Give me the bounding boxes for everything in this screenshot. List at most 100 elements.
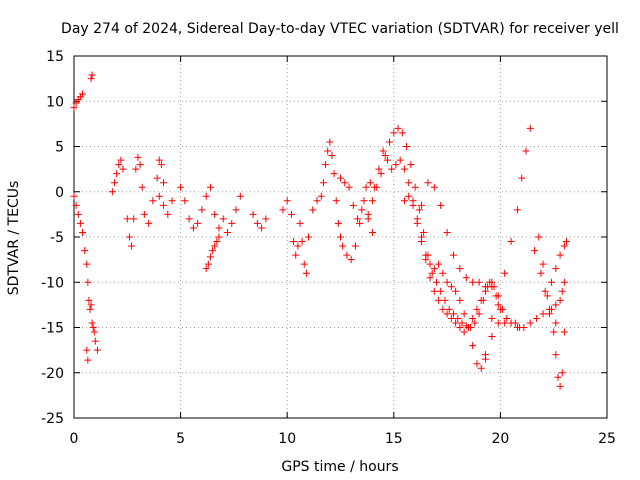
- data-point: [79, 90, 87, 98]
- data-point: [539, 260, 547, 268]
- data-point: [249, 210, 257, 218]
- data-point: [296, 219, 304, 227]
- data-point: [375, 165, 383, 173]
- data-point: [481, 283, 489, 291]
- data-point: [556, 382, 564, 390]
- data-point: [351, 242, 359, 250]
- data-point: [157, 161, 165, 169]
- data-point: [181, 197, 189, 205]
- series-trace-20h-climb: [481, 124, 534, 363]
- data-point: [501, 269, 509, 277]
- data-point: [456, 265, 464, 273]
- data-point: [232, 206, 240, 214]
- data-point: [202, 265, 210, 273]
- data-point: [377, 170, 385, 178]
- data-point: [424, 251, 432, 259]
- data-point: [111, 179, 119, 187]
- x-tick-label: 25: [598, 431, 616, 447]
- data-point: [562, 238, 570, 246]
- y-tick-label: -25: [41, 411, 64, 427]
- series-trace-7h: [224, 192, 244, 236]
- y-tick-label: -5: [50, 230, 64, 246]
- data-point: [70, 104, 78, 112]
- data-point: [177, 183, 185, 191]
- data-point: [209, 247, 217, 255]
- data-point: [443, 310, 451, 318]
- series-trace-2h: [108, 153, 168, 250]
- series-trace-21h: [531, 233, 568, 327]
- data-point: [313, 197, 321, 205]
- data-point: [155, 192, 163, 200]
- data-point: [415, 206, 423, 214]
- data-point: [522, 147, 530, 155]
- data-point: [469, 342, 477, 350]
- data-point: [422, 256, 430, 264]
- data-point: [428, 269, 436, 277]
- data-point: [443, 228, 451, 236]
- data-point: [533, 314, 541, 322]
- data-point: [345, 183, 353, 191]
- data-point: [119, 165, 127, 173]
- series-trace-early-rise: [70, 90, 87, 112]
- data-point: [405, 192, 413, 200]
- series-trace-17h: [418, 179, 496, 291]
- data-point: [556, 296, 564, 304]
- data-points: [70, 71, 570, 390]
- data-point: [541, 287, 549, 295]
- data-point: [88, 319, 96, 327]
- data-point: [513, 324, 521, 331]
- series-trace-early-drop: [70, 192, 101, 354]
- data-point: [545, 310, 553, 318]
- data-point: [554, 373, 562, 381]
- data-point: [407, 161, 415, 169]
- data-point: [343, 251, 351, 259]
- data-point: [552, 265, 560, 273]
- data-point: [74, 210, 82, 218]
- data-point: [279, 206, 287, 214]
- data-point: [309, 206, 317, 214]
- y-tick-label: 15: [46, 49, 64, 65]
- y-axis-label: SDTVAR / TECUs: [6, 181, 22, 296]
- data-point: [294, 242, 302, 250]
- data-point: [290, 238, 298, 246]
- data-point: [300, 260, 308, 268]
- data-point: [305, 233, 313, 241]
- data-point: [215, 224, 223, 232]
- data-point: [494, 301, 502, 309]
- data-point: [292, 251, 300, 259]
- data-point: [449, 251, 457, 259]
- data-point: [149, 197, 157, 205]
- data-point: [543, 292, 551, 300]
- data-point: [317, 192, 325, 200]
- data-point: [560, 278, 568, 286]
- data-point: [236, 192, 244, 200]
- data-point: [464, 324, 472, 331]
- data-point: [430, 265, 438, 273]
- data-point: [435, 296, 443, 304]
- data-point: [76, 219, 84, 227]
- data-point: [330, 170, 338, 178]
- data-point: [213, 238, 221, 246]
- data-point: [115, 161, 123, 169]
- data-point: [418, 238, 426, 246]
- data-point: [383, 156, 391, 164]
- data-point: [328, 152, 336, 160]
- data-point: [452, 319, 460, 327]
- data-point: [360, 197, 368, 205]
- data-point: [366, 179, 374, 187]
- data-point: [341, 179, 349, 187]
- data-point: [520, 324, 528, 331]
- data-point: [160, 201, 168, 209]
- data-point: [215, 233, 223, 241]
- series-trace-20-21h: [488, 287, 566, 331]
- data-point: [548, 305, 556, 313]
- series-trace-22h: [537, 269, 568, 390]
- data-point: [108, 188, 116, 196]
- data-point: [168, 197, 176, 205]
- data-point: [456, 296, 464, 304]
- series-trace-early-spike: [87, 71, 96, 83]
- data-point: [477, 296, 485, 304]
- data-point: [456, 324, 464, 331]
- data-point: [449, 310, 457, 318]
- data-point: [558, 369, 566, 377]
